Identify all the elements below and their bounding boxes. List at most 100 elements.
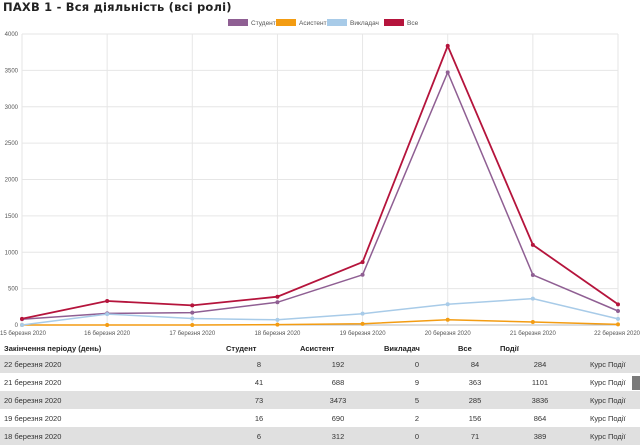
cell-student: 6 [222, 427, 296, 445]
cell-all: 71 [454, 427, 496, 445]
series-3-point [445, 302, 450, 307]
series-2-point [275, 322, 280, 327]
cell-date: 19 березня 2020 [0, 409, 222, 427]
cell-teacher: 2 [380, 409, 454, 427]
legend-label-3: Викладач [350, 20, 379, 27]
table-row: 20 березня 2020 73 3473 5 285 3836 Курс Події [0, 391, 640, 409]
cell-all: 363 [454, 373, 496, 391]
cell-student: 8 [222, 355, 296, 373]
legend-label-2: Асистент [299, 20, 327, 27]
series-1-point [530, 272, 535, 277]
cell-all: 285 [454, 391, 496, 409]
table-row: 18 березня 2020 6 312 0 71 389 Курс Події [0, 427, 640, 445]
table-header-row: Закінчення періоду (день) Студент Асисте… [0, 341, 640, 355]
series-4-point [445, 43, 450, 48]
cell-assistant: 192 [296, 355, 380, 373]
x-tick-label: 18 березня 2020 [254, 331, 301, 337]
cell-events: 3836 [496, 391, 584, 409]
course-events-link[interactable]: Курс Події [584, 355, 640, 373]
series-4-point [616, 302, 620, 307]
legend-swatch-3 [327, 19, 347, 26]
scrollbar-thumb[interactable] [632, 376, 640, 390]
series-2-point [616, 322, 620, 327]
legend-label-1: Студент [251, 20, 276, 27]
legend-swatch-4 [384, 19, 404, 26]
legend-swatch-2 [276, 19, 296, 26]
header-all: Все [458, 343, 472, 353]
course-events-link[interactable]: Курс Події [584, 409, 640, 427]
cell-date: 21 березня 2020 [0, 373, 222, 391]
series-4-point [530, 242, 535, 247]
series-line-2 [22, 318, 619, 326]
x-tick-label: 21 березня 2020 [510, 331, 557, 337]
y-tick-label: 4000 [5, 32, 19, 38]
x-tick-label: 16 березня 2020 [84, 331, 131, 337]
chart-series [20, 43, 620, 327]
cell-date: 20 березня 2020 [0, 391, 222, 409]
page-title: ПАХВ 1 - Вся діяльність (всі ролі) [3, 0, 232, 14]
header-events: Події [500, 343, 519, 353]
cell-teacher: 0 [380, 427, 454, 445]
activity-table: Закінчення періоду (день) Студент Асисте… [0, 341, 640, 445]
x-tick-label: 19 березня 2020 [340, 331, 387, 337]
y-tick-label: 0 [15, 323, 19, 329]
header-student: Студент [226, 343, 257, 353]
header-links [584, 341, 640, 355]
cell-all: 156 [454, 409, 496, 427]
series-4-point [190, 303, 195, 308]
cell-date: 22 березня 2020 [0, 355, 222, 373]
series-2-point [190, 323, 195, 327]
header-teacher: Викладач [384, 343, 420, 353]
activity-chart: 0 500 1000 1500 2000 2500 3000 3500 4000 15 берез… [0, 19, 640, 337]
series-3-point [360, 311, 365, 316]
cell-assistant: 3473 [296, 391, 380, 409]
series-4-point [360, 260, 365, 265]
series-4-point [20, 316, 24, 321]
series-1-point [190, 310, 195, 315]
cell-events: 864 [496, 409, 584, 427]
series-1-point [445, 70, 450, 75]
series-2-point [360, 321, 365, 326]
table-row: 22 березня 2020 8 192 0 84 284 Курс Події [0, 355, 640, 373]
course-events-link[interactable]: Курс Події [584, 373, 640, 391]
x-tick-label: 20 березня 2020 [425, 331, 472, 337]
course-events-link[interactable]: Курс Події [584, 427, 640, 445]
cell-date: 18 березня 2020 [0, 427, 222, 445]
series-2-point [105, 323, 110, 327]
cell-teacher: 5 [380, 391, 454, 409]
course-events-link[interactable]: Курс Події [584, 391, 640, 409]
series-3-point [20, 323, 24, 327]
cell-teacher: 9 [380, 373, 454, 391]
y-tick-label: 3000 [5, 105, 19, 111]
series-1-point [275, 300, 280, 305]
cell-events: 284 [496, 355, 584, 373]
cell-assistant: 312 [296, 427, 380, 445]
legend-label-4: Все [407, 20, 419, 27]
series-3-point [616, 316, 620, 321]
series-1-point [616, 309, 620, 314]
cell-teacher: 0 [380, 355, 454, 373]
series-3-point [530, 296, 535, 301]
table-row: 19 березня 2020 16 690 2 156 864 Курс Події [0, 409, 640, 427]
series-2-point [530, 320, 535, 325]
x-tick-label: 17 березня 2020 [169, 331, 216, 337]
header-assistant: Асистент [300, 343, 335, 353]
series-4-point [105, 298, 110, 303]
y-tick-label: 3500 [5, 68, 19, 74]
series-line-1 [21, 70, 619, 320]
cell-events: 1101 [496, 373, 584, 391]
series-3-point [275, 317, 280, 322]
header-period-end: Закінчення періоду (день) [4, 343, 102, 353]
cell-events: 389 [496, 427, 584, 445]
cell-student: 16 [222, 409, 296, 427]
x-tick-label: 22 березня 2020 [594, 331, 640, 337]
y-tick-label: 2500 [5, 141, 19, 147]
series-line-3 [21, 297, 619, 326]
chart-axes: 0 500 1000 1500 2000 2500 3000 3500 4000 15 берез… [0, 32, 640, 337]
y-tick-label: 1500 [5, 214, 19, 220]
y-tick-label: 500 [8, 287, 19, 293]
series-line-4 [21, 43, 619, 320]
series-2-point [445, 317, 450, 322]
cell-student: 73 [222, 391, 296, 409]
series-1-point [360, 272, 365, 277]
